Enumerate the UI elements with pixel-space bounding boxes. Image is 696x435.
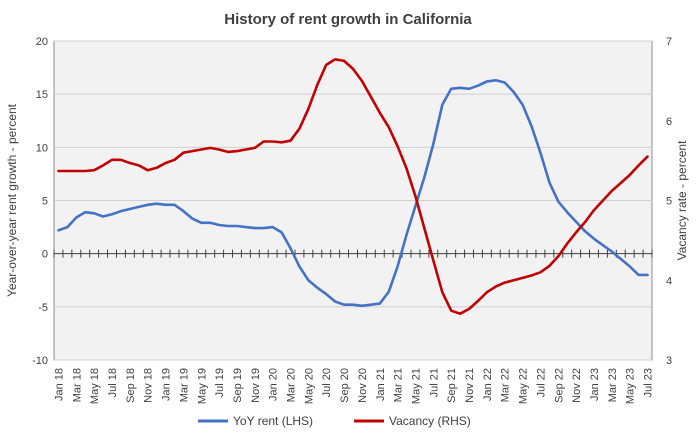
- x-tick-label: May 18: [89, 368, 101, 404]
- x-tick-label: Nov 22: [571, 368, 583, 403]
- x-tick-label: Sep 20: [339, 368, 351, 403]
- x-tick-label: Sep 19: [232, 368, 244, 403]
- x-axis-zero-line: [53, 249, 653, 258]
- x-tick-label: Jul 21: [428, 368, 440, 397]
- x-tick-label: Mar 20: [286, 368, 298, 402]
- right-tick-label: 7: [666, 36, 672, 48]
- x-tick-label: Nov 20: [357, 368, 369, 403]
- legend-label: YoY rent (LHS): [233, 414, 313, 428]
- x-tick-label: Jan 19: [161, 368, 173, 401]
- x-tick-label: May 23: [625, 368, 637, 404]
- x-tick-label: Nov 18: [143, 368, 155, 403]
- left-tick-label: 5: [42, 196, 48, 208]
- x-tick-label: May 19: [196, 368, 208, 404]
- series-yoy-rent-line: [57, 79, 649, 308]
- x-tick-label: Mar 21: [393, 368, 405, 402]
- left-tick-label: -5: [38, 302, 48, 314]
- right-tick-label: 6: [666, 116, 672, 128]
- left-axis-ticks: 20 15 10 5 0 -5 -10: [32, 36, 48, 367]
- chart-title: History of rent growth in California: [224, 11, 472, 28]
- left-tick-label: 0: [42, 249, 48, 261]
- x-tick-label: Jul 18: [107, 368, 119, 397]
- left-tick-label: -10: [32, 355, 48, 367]
- x-tick-label: Mar 19: [178, 368, 190, 402]
- x-tick-label: Jan 22: [482, 368, 494, 401]
- gridlines: [54, 40, 652, 361]
- right-axis-title: Vacancy rate - percent: [675, 140, 689, 261]
- x-tick-label: Jan 20: [268, 368, 280, 401]
- x-tick-label: Mar 23: [607, 368, 619, 402]
- series-layer: [57, 57, 649, 316]
- legend: YoY rent (LHS) Vacancy (RHS): [198, 414, 471, 428]
- x-tick-label: Nov 19: [250, 368, 262, 403]
- x-tick-label: Sep 21: [446, 368, 458, 403]
- right-tick-label: 3: [666, 355, 672, 367]
- x-tick-label: Jul 19: [214, 368, 226, 397]
- left-tick-label: 10: [36, 142, 48, 154]
- x-tick-label: Jan 23: [589, 368, 601, 401]
- left-axis-title: Year-over-year rent growth - percent: [5, 103, 19, 297]
- x-tick-label: Nov 21: [464, 368, 476, 403]
- x-tick-label: Jan 21: [375, 368, 387, 401]
- right-tick-label: 5: [666, 196, 672, 208]
- left-tick-label: 20: [36, 36, 48, 48]
- x-tick-label: Sep 18: [125, 368, 137, 403]
- x-tick-label: Mar 22: [500, 368, 512, 402]
- x-axis-ticks: Jan 18 Mar 18 May 18 Jul 18 Sep 18 Nov 18 Jan …: [54, 368, 655, 404]
- x-tick-label: Jan 18: [54, 368, 66, 401]
- x-tick-label: May 22: [518, 368, 530, 404]
- left-tick-label: 15: [36, 89, 48, 101]
- x-tick-label: Jul 23: [643, 368, 655, 397]
- x-tick-label: Mar 18: [71, 368, 83, 402]
- x-tick-label: May 20: [303, 368, 315, 404]
- x-tick-label: Jul 22: [535, 368, 547, 397]
- legend-label: Vacancy (RHS): [389, 414, 471, 428]
- right-axis-ticks: 7 6 5 4 3: [666, 36, 672, 367]
- series-vacancy-line: [57, 57, 649, 316]
- x-tick-label: Sep 22: [553, 368, 565, 403]
- x-tick-label: Jul 20: [321, 368, 333, 397]
- x-tick-label: May 21: [411, 368, 423, 404]
- right-tick-label: 4: [666, 275, 672, 287]
